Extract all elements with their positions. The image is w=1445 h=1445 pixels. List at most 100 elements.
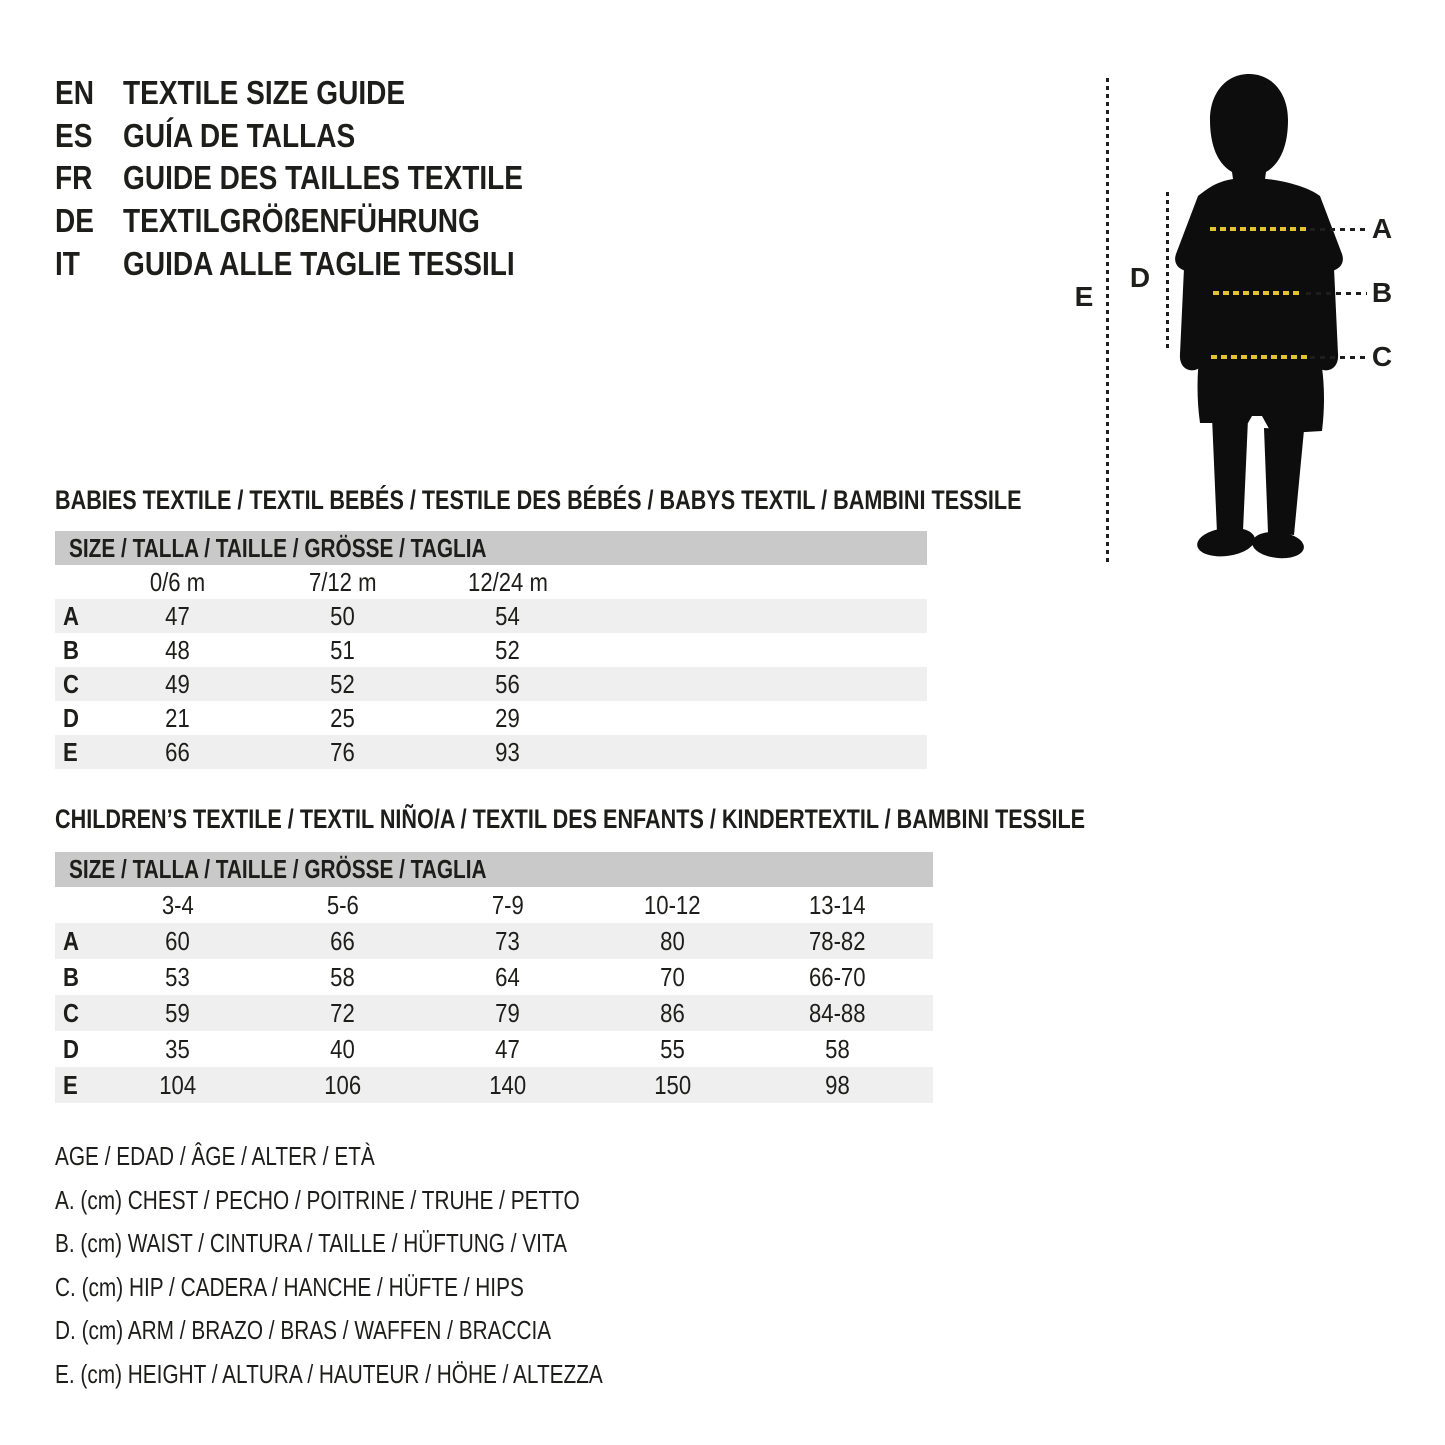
column-header: 12/24 m xyxy=(467,566,548,597)
title-label: TEXTILGRÖßENFÜHRUNG xyxy=(123,202,480,240)
silhouette-left-arm xyxy=(1179,268,1208,371)
table-cell: 98 xyxy=(825,1069,850,1100)
table-cell: 76 xyxy=(330,736,355,767)
measure-label-b: B xyxy=(1371,277,1393,308)
column-header: 0/6 m xyxy=(149,566,206,597)
table-cell: 106 xyxy=(324,1069,361,1100)
column-header: 13-14 xyxy=(809,889,866,920)
measure-label-e: E xyxy=(1074,281,1094,312)
height-measure-line-e xyxy=(1106,78,1109,562)
lang-code: DE xyxy=(55,202,94,240)
table-cell: 47 xyxy=(165,600,190,631)
row-label: A xyxy=(63,600,79,631)
table-cell: 52 xyxy=(330,668,355,699)
row-label: B xyxy=(63,634,79,665)
table-cell: 140 xyxy=(489,1069,526,1100)
table-cell: 78-82 xyxy=(809,925,866,956)
chest-measure-leader xyxy=(1310,228,1367,231)
row-label: E xyxy=(63,1069,78,1100)
babies-section-heading: BABIES TEXTILE / TEXTIL BEBÉS / TESTILE … xyxy=(55,485,1022,515)
title-row-de: DE TEXTILGRÖßENFÜHRUNG xyxy=(55,200,523,243)
column-header: 3-4 xyxy=(161,889,194,920)
column-header: 7/12 m xyxy=(308,566,377,597)
legend-line-chest: A. (cm) CHEST / PECHO / POITRINE / TRUHE… xyxy=(55,1184,580,1215)
table-cell: 58 xyxy=(825,1033,850,1064)
hip-measure-dashes xyxy=(1211,355,1307,359)
table-cell: 49 xyxy=(165,668,190,699)
waist-measure-leader xyxy=(1306,292,1367,295)
table-cell: 58 xyxy=(330,961,355,992)
title-row-fr: FR GUIDE DES TAILLES TEXTILE xyxy=(55,157,523,200)
title-language-block: EN TEXTILE SIZE GUIDE ES GUÍA DE TALLAS … xyxy=(55,72,606,285)
table-row: C 59 72 79 86 84-88 xyxy=(55,995,933,1031)
row-label: A xyxy=(63,925,79,956)
chest-measure-dashes xyxy=(1210,227,1307,231)
table-cell: 70 xyxy=(660,961,685,992)
title-label: TEXTILE SIZE GUIDE xyxy=(123,74,406,112)
column-header: 10-12 xyxy=(644,889,701,920)
title-label: GUIDE DES TAILLES TEXTILE xyxy=(123,159,524,197)
row-label: D xyxy=(63,1033,79,1064)
column-header: 5-6 xyxy=(326,889,359,920)
silhouette-head xyxy=(1210,74,1288,186)
table-cell: 66-70 xyxy=(809,961,866,992)
table-row: D 21 25 29 xyxy=(55,701,927,735)
table-cell: 40 xyxy=(330,1033,355,1064)
table-cell: 51 xyxy=(330,634,355,665)
title-label: GUÍA DE TALLAS xyxy=(123,116,356,154)
table-cell: 47 xyxy=(495,1033,520,1064)
measure-label-a: A xyxy=(1371,213,1393,244)
children-section-heading: CHILDREN’S TEXTILE / TEXTIL NIÑO/A / TEX… xyxy=(55,804,1086,834)
table-row: E 66 76 93 xyxy=(55,735,927,769)
arm-measure-line-d xyxy=(1166,192,1169,352)
table-cell: 55 xyxy=(660,1033,685,1064)
table-row: A 60 66 73 80 78-82 xyxy=(55,923,933,959)
table-cell: 66 xyxy=(330,925,355,956)
silhouette-shorts xyxy=(1197,340,1324,434)
legend-line-waist: B. (cm) WAIST / CINTURA / TAILLE / HÜFTU… xyxy=(55,1228,567,1259)
table-row: E 104 106 140 150 98 xyxy=(55,1067,933,1103)
table-cell: 86 xyxy=(660,997,685,1028)
legend-line-age: AGE / EDAD / ÂGE / ALTER / ETÀ xyxy=(55,1141,375,1172)
row-label: C xyxy=(63,668,79,699)
legend-line-height: E. (cm) HEIGHT / ALTURA / HAUTEUR / HÖHE… xyxy=(55,1358,603,1389)
table-cell: 54 xyxy=(495,600,520,631)
hip-measure-leader xyxy=(1310,356,1367,359)
size-header-label: SIZE / TALLA / TAILLE / GRÖSSE / TAGLIA xyxy=(69,854,487,884)
silhouette-left-leg xyxy=(1212,417,1248,533)
title-row-it: IT GUIDA ALLE TAGLIE TESSILI xyxy=(55,242,523,285)
legend-line-hip: C. (cm) HIP / CADERA / HANCHE / HÜFTE / … xyxy=(55,1271,524,1302)
table-cell: 21 xyxy=(165,702,190,733)
size-header-label: SIZE / TALLA / TAILLE / GRÖSSE / TAGLIA xyxy=(69,532,487,563)
row-label: B xyxy=(63,961,79,992)
silhouette-shirt xyxy=(1175,178,1343,346)
table-cell: 84-88 xyxy=(809,997,866,1028)
table-cell: 104 xyxy=(159,1069,196,1100)
lang-code: IT xyxy=(55,244,80,282)
silhouette-right-leg xyxy=(1264,428,1304,535)
table-cell: 59 xyxy=(165,997,190,1028)
table-row: B 53 58 64 70 66-70 xyxy=(55,959,933,995)
row-label: E xyxy=(63,736,78,767)
table-cell: 72 xyxy=(330,997,355,1028)
lang-code: FR xyxy=(55,159,93,197)
table-row: B 48 51 52 xyxy=(55,633,927,667)
table-cell: 80 xyxy=(660,925,685,956)
silhouette-left-shoe xyxy=(1197,527,1255,557)
table-column-header-row: 3-4 5-6 7-9 10-12 13-14 xyxy=(55,887,933,923)
table-row: D 35 40 47 55 58 xyxy=(55,1031,933,1067)
table-cell: 25 xyxy=(330,702,355,733)
table-cell: 73 xyxy=(495,925,520,956)
silhouette-right-shoe xyxy=(1252,531,1304,559)
title-row-en: EN TEXTILE SIZE GUIDE xyxy=(55,72,523,115)
measurement-figure: E D A B C xyxy=(1070,60,1445,590)
size-header-bar: SIZE / TALLA / TAILLE / GRÖSSE / TAGLIA xyxy=(55,852,933,887)
table-row: A 47 50 54 xyxy=(55,599,927,633)
waist-measure-dashes xyxy=(1213,291,1303,295)
table-row: C 49 52 56 xyxy=(55,667,927,701)
babies-size-table: SIZE / TALLA / TAILLE / GRÖSSE / TAGLIA 0… xyxy=(55,531,927,769)
column-header: 7-9 xyxy=(491,889,524,920)
lang-code: ES xyxy=(55,116,93,154)
table-cell: 35 xyxy=(165,1033,190,1064)
title-row-es: ES GUÍA DE TALLAS xyxy=(55,115,523,158)
